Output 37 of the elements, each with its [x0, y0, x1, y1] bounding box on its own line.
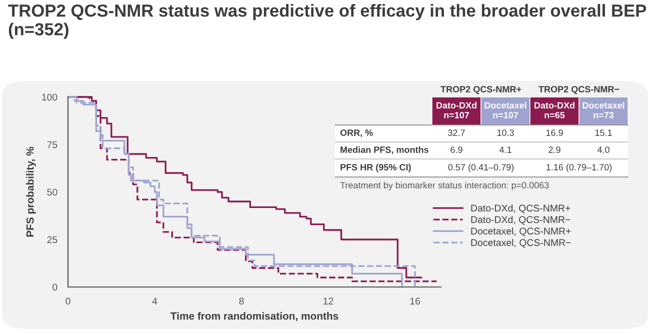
- legend-label: Dato-DXd, QCS-NMR−: [471, 216, 570, 225]
- text: 1.16 (0.79–1.70): [546, 164, 612, 172]
- x-tick-label: 8: [239, 298, 244, 305]
- text: 2.9: [548, 146, 560, 153]
- legend-label: Docetaxel, QCS-NMR−: [471, 238, 571, 248]
- text: 16.9: [546, 130, 563, 136]
- x-tick-label: 0: [66, 298, 70, 305]
- text: 4.0: [597, 146, 610, 153]
- text: 15.1: [595, 130, 612, 136]
- text: TROP2 QCS-NMR+: [440, 86, 522, 94]
- x-tick-label: 16: [410, 298, 420, 305]
- text: 10.3: [497, 130, 514, 136]
- text: 0.57 (0.41–0.79): [448, 164, 514, 172]
- x-tick-label: 12: [324, 298, 334, 304]
- text: Docetaxel n=107: [484, 102, 526, 118]
- annotation: Treatment by biomarker status interaction: p=0.0063: [340, 182, 549, 190]
- x-axis-title: Time from randomisation, months: [170, 312, 338, 322]
- annotation: Dato-DXd n=107: [436, 102, 476, 118]
- y-tick-label: 100: [42, 94, 58, 101]
- text: Dato-DXd n=65: [534, 102, 574, 118]
- y-axis-title: PFS probability, %: [26, 146, 36, 237]
- text: 32.7: [448, 130, 465, 136]
- annotation: Median PFS, months: [340, 146, 428, 154]
- y-tick-label: 25: [47, 236, 58, 244]
- chart-title: TROP2 QCS-NMR status was predictive of efficacy in the broader overall BEP (n=352): [8, 4, 646, 39]
- y-tick-label: 50: [47, 188, 58, 196]
- legend-label: Docetaxel, QCS-NMR+: [471, 227, 571, 236]
- y-tick-label: 0: [52, 284, 58, 291]
- annotation: ORR, %: [340, 130, 373, 138]
- text: TROP2 QCS-NMR−: [538, 86, 620, 94]
- annotation: PFS HR (95% CI): [340, 164, 411, 172]
- legend-label: Dato-DXd, QCS-NMR+: [471, 204, 570, 214]
- x-tick-label: 4: [152, 298, 158, 304]
- text: 6.9: [450, 146, 462, 153]
- y-tick-label: 75: [47, 141, 58, 148]
- text: Docetaxel n=73: [582, 102, 624, 118]
- text: 4.1: [499, 146, 512, 153]
